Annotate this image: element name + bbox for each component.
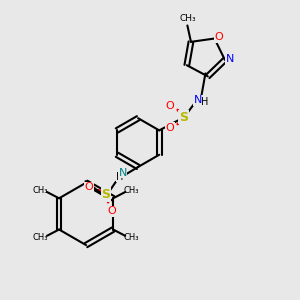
Text: CH₃: CH₃ xyxy=(33,233,48,242)
Text: CH₃: CH₃ xyxy=(124,186,140,195)
Text: H: H xyxy=(201,97,208,107)
Text: CH₃: CH₃ xyxy=(124,233,140,242)
Text: H: H xyxy=(116,172,123,182)
Text: O: O xyxy=(166,101,174,111)
Text: CH₃: CH₃ xyxy=(179,14,196,23)
Text: O: O xyxy=(166,123,174,133)
Text: S: S xyxy=(179,110,188,124)
Text: N: N xyxy=(118,168,127,178)
Text: N: N xyxy=(226,54,234,64)
Text: O: O xyxy=(107,206,116,216)
Text: O: O xyxy=(84,182,93,193)
Text: S: S xyxy=(101,188,110,201)
Text: CH₃: CH₃ xyxy=(33,186,48,195)
Text: N: N xyxy=(194,95,202,105)
Text: O: O xyxy=(214,32,223,42)
